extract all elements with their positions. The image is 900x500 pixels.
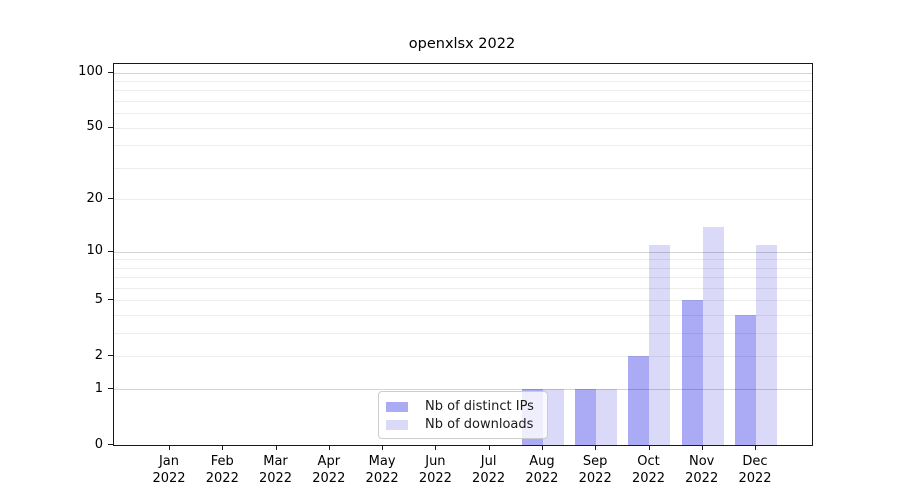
bar-distinct-ips-dec	[735, 315, 756, 445]
x-tick-label-feb: Feb 2022	[205, 454, 239, 486]
y-tick-2	[108, 355, 113, 357]
bar-distinct-ips-nov	[681, 300, 703, 445]
y-tick-1	[108, 388, 113, 390]
legend-swatch-distinct-ips	[386, 402, 408, 412]
x-tick-label-apr: Apr 2022	[312, 454, 346, 486]
legend-item-distinct-ips: Nb of distinct IPs	[379, 398, 547, 416]
x-tick-label-mar: Mar 2022	[258, 454, 293, 486]
x-tick-label-jan: Jan 2022	[152, 454, 186, 486]
bar-distinct-ips-sep	[575, 389, 597, 445]
legend-label-distinct-ips: Nb of distinct IPs	[425, 399, 534, 414]
x-tick-jun	[435, 445, 437, 450]
x-tick-aug	[541, 445, 543, 450]
bar-distinct-ips-oct	[628, 356, 650, 445]
x-tick-apr	[328, 445, 330, 450]
x-tick-jan	[169, 445, 170, 450]
legend-label-downloads: Nb of downloads	[425, 417, 534, 432]
x-tick-label-jul: Jul 2022	[472, 454, 506, 486]
y-tick-label-50: 50	[86, 119, 103, 135]
legend-item-downloads: Nb of downloads	[379, 416, 547, 434]
y-tick-0	[108, 444, 113, 445]
x-tick-feb	[222, 445, 224, 450]
y-tick-100	[108, 71, 113, 73]
bar-downloads-aug	[542, 389, 564, 445]
y-tick-label-20: 20	[86, 190, 103, 206]
x-tick-sep	[595, 445, 597, 450]
y-tick-label-5: 5	[94, 291, 103, 307]
x-tick-label-jun: Jun 2022	[418, 454, 452, 486]
x-tick-label-sep: Sep 2022	[578, 454, 612, 486]
x-tick-label-aug: Aug 2022	[525, 454, 559, 486]
y-tick-10	[108, 250, 113, 252]
bars-layer	[114, 64, 812, 445]
x-tick-dec	[755, 445, 756, 450]
y-tick-label-10: 10	[86, 243, 103, 258]
bar-downloads-dec	[756, 244, 777, 445]
bar-downloads-nov	[702, 226, 724, 445]
x-tick-label-oct: Oct 2022	[631, 454, 666, 486]
legend-swatch-downloads	[386, 420, 408, 430]
y-tick-label-100: 100	[78, 64, 103, 80]
x-tick-oct	[648, 445, 650, 450]
y-tick-50	[108, 126, 113, 128]
y-tick-5	[108, 299, 113, 301]
x-tick-mar	[275, 445, 277, 450]
chart-title: openxlsx 2022	[408, 36, 516, 52]
plot-area: Nb of distinct IPs Nb of downloads	[113, 63, 813, 446]
y-tick-label-1: 1	[94, 380, 103, 396]
y-tick-label-0: 0	[94, 436, 103, 452]
y-tick-20	[108, 198, 113, 200]
x-tick-label-nov: Nov 2022	[685, 454, 719, 486]
x-tick-label-dec: Dec 2022	[738, 454, 772, 486]
bar-downloads-oct	[649, 244, 671, 445]
y-tick-label-2: 2	[94, 347, 103, 363]
legend: Nb of distinct IPs Nb of downloads	[378, 391, 548, 439]
x-tick-may	[382, 445, 384, 450]
bar-downloads-sep	[596, 389, 618, 445]
x-tick-nov	[701, 445, 703, 450]
x-tick-label-may: May 2022	[365, 454, 399, 486]
x-tick-jul	[488, 445, 490, 450]
